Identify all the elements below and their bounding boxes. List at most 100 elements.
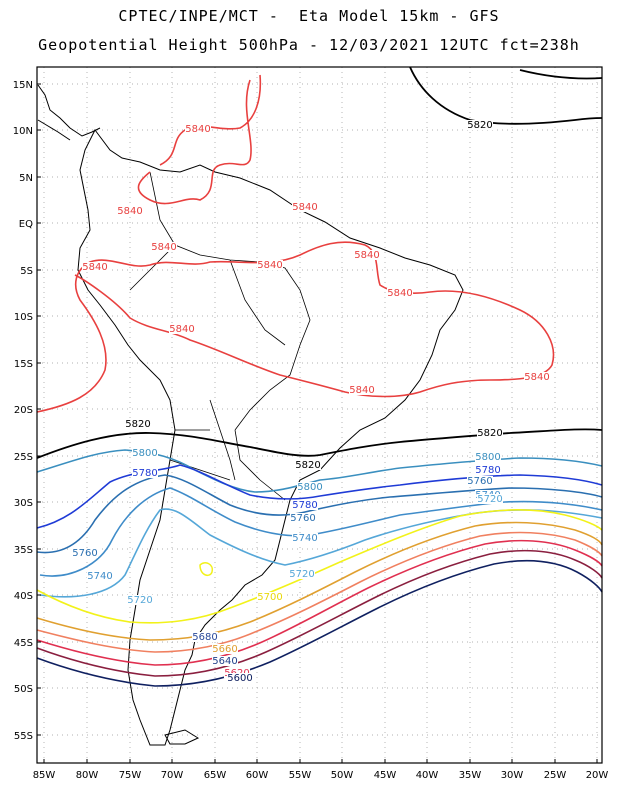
lon-tick-label: 40W: [416, 770, 439, 781]
contour-label-bg: [227, 673, 253, 683]
contour-label-bg: [475, 452, 501, 462]
contour-label: 5600: [227, 673, 252, 684]
contour-label-bg: [212, 644, 238, 654]
contour-label: 5800: [132, 448, 157, 459]
height-contours: [36, 66, 603, 687]
contour-label: 5840: [257, 260, 282, 271]
contour-label-bg: [117, 206, 143, 216]
contour-label: 5840: [82, 262, 107, 273]
contour-label: 5740: [292, 533, 317, 544]
contour-label: 5700: [257, 592, 282, 603]
contour-label-bg: [212, 656, 238, 666]
lon-tick-label: 85W: [33, 770, 56, 781]
contour-label-bg: [185, 124, 211, 134]
lat-tick-label: 40S: [14, 591, 33, 602]
contour-label: 5840: [524, 372, 549, 383]
contour-label-bg: [349, 385, 375, 395]
contour-label: 5760: [467, 476, 492, 487]
contour-label-bg: [127, 595, 153, 605]
lat-tick-label: 55S: [14, 731, 33, 742]
contour-label-bg: [477, 428, 503, 438]
contour-label-bg: [87, 571, 113, 581]
contour-label: 5760: [72, 548, 97, 559]
lat-tick-label: 30S: [14, 498, 33, 509]
contour-5680: [36, 521, 603, 641]
contour-label-bg: [132, 448, 158, 458]
lat-tick-label: 45S: [14, 638, 33, 649]
contour-label: 5840: [117, 206, 142, 217]
contour-label: 5840: [387, 288, 412, 299]
lat-tick-label: EQ: [19, 219, 33, 230]
contour-label-bg: [257, 260, 283, 270]
contour-5620: [36, 549, 603, 677]
contour-label-bg: [82, 262, 108, 272]
lon-tick-label: 50W: [331, 770, 354, 781]
contour-5640: [36, 539, 603, 666]
map-frame: [36, 66, 603, 764]
contour-label-bg: [297, 482, 323, 492]
tierra-del-fuego: [164, 729, 200, 745]
country-borders: [129, 171, 311, 501]
lon-tick-label: 70W: [161, 770, 184, 781]
contour-label-bg: [292, 533, 318, 543]
contour-label-bg: [524, 372, 550, 382]
contour-label-bg: [290, 513, 316, 523]
contour-5600: [36, 559, 603, 687]
contour-label-bg: [354, 250, 380, 260]
contour-5780: [36, 464, 603, 529]
contour-label-bg: [289, 569, 315, 579]
contour-label: 5820: [295, 460, 320, 471]
contour-5820: [36, 66, 603, 459]
contour-label: 5780: [292, 500, 317, 511]
axis-ticks: 15N 10N 5N EQ 5S 10S 15S 20S 25S 30S 35S 40S 45S 50S 5…: [13, 80, 609, 781]
contour-label: 5660: [212, 644, 237, 655]
contour-label: 5820: [125, 419, 150, 430]
contour-label-bg: [132, 468, 158, 478]
south-america-coast: [77, 129, 464, 746]
contour-label-bg: [477, 494, 503, 504]
lat-tick-label: 5N: [19, 173, 33, 184]
contour-label: 5840: [349, 385, 374, 396]
lat-tick-label: 25S: [14, 452, 33, 463]
contour-label: 5640: [212, 656, 237, 667]
contour-label-bg: [467, 120, 493, 130]
map-title: CPTEC/INPE/MCT - Eta Model 15km - GFS: [118, 7, 500, 25]
contour-label: 5680: [192, 632, 217, 643]
contour-label-bg: [295, 460, 321, 470]
contour-5660: [36, 531, 603, 653]
lon-tick-label: 30W: [501, 770, 524, 781]
contour-label-bg: [475, 465, 501, 475]
contour-label-bg: [151, 242, 177, 252]
contour-label: 5820: [467, 120, 492, 131]
central-america-coast: [37, 84, 101, 137]
contour-5760: [36, 474, 603, 554]
central-america-coast-2: [37, 119, 71, 141]
contour-label: 5840: [169, 324, 194, 335]
lon-tick-label: 60W: [246, 770, 269, 781]
lon-tick-label: 65W: [204, 770, 227, 781]
coastlines: [37, 84, 464, 746]
contour-label: 5720: [127, 595, 152, 606]
contour-label: 5760: [290, 513, 315, 524]
contour-label-bg: [257, 592, 283, 602]
lon-tick-label: 25W: [544, 770, 567, 781]
contour-label: 5840: [185, 124, 210, 135]
contour-label-bg: [169, 324, 195, 334]
lat-tick-label: 10S: [14, 312, 33, 323]
contour-label: 5780: [132, 468, 157, 479]
contour-label: 5720: [477, 494, 502, 505]
lat-tick-label: 15N: [13, 80, 33, 91]
map-subtitle: Geopotential Height 500hPa - 12/03/2021 …: [38, 36, 580, 54]
lake: [199, 562, 214, 577]
contour-label-bg: [292, 500, 318, 510]
contour-label-bg: [72, 548, 98, 558]
lat-tick-label: 5S: [20, 266, 33, 277]
contour-label: 5840: [151, 242, 176, 253]
lon-tick-label: 55W: [289, 770, 312, 781]
contour-label: 5800: [475, 452, 500, 463]
contour-label: 5820: [477, 428, 502, 439]
lat-tick-label: 50S: [14, 684, 33, 695]
contour-label: 5780: [475, 465, 500, 476]
contour-label: 5720: [289, 569, 314, 580]
